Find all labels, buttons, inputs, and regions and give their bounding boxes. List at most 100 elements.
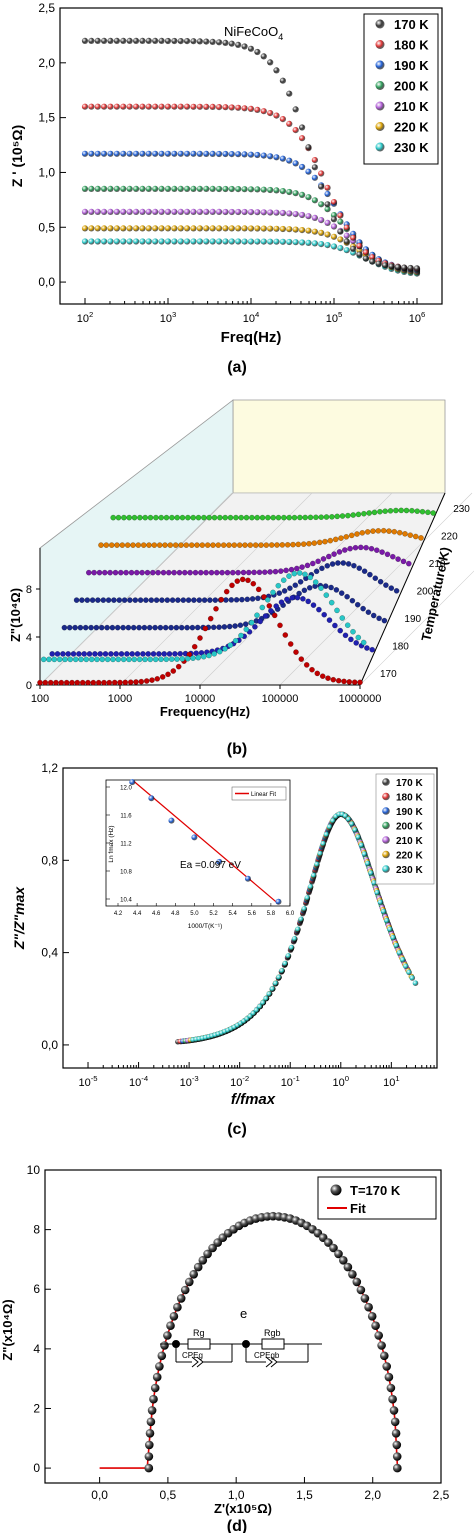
inset-data-point — [191, 834, 198, 841]
inset-x-tick-label: 4.2 — [114, 911, 123, 917]
curve-point-200 — [367, 571, 373, 578]
data-point-210 — [260, 209, 267, 216]
data-point-230 — [371, 880, 378, 886]
data-point-230 — [323, 831, 330, 838]
data-point-220 — [152, 225, 159, 232]
data-point-200 — [164, 185, 172, 192]
data-point-230 — [374, 889, 381, 896]
x-tick-label: 100 — [31, 693, 49, 705]
curve-point-170 — [85, 679, 91, 686]
curve-point-230 — [361, 510, 367, 517]
curve-point-220 — [402, 531, 408, 537]
curve-point-cyan — [57, 656, 63, 663]
data-point-180 — [267, 110, 274, 117]
curve-point-190 — [339, 590, 345, 596]
data-point-t170 — [384, 1372, 394, 1382]
curve-point-200 — [185, 597, 192, 603]
data-point-170 — [139, 37, 146, 45]
curve-point-220 — [103, 542, 110, 548]
curve-point-210 — [171, 569, 177, 576]
curve-point-210 — [379, 549, 385, 555]
x-tick-label: 102 — [77, 310, 94, 325]
data-point-190 — [107, 150, 114, 157]
curve-point-cyan — [302, 571, 308, 577]
data-point-230 — [88, 238, 95, 245]
data-point-170 — [407, 264, 414, 272]
curve-point-230 — [265, 514, 271, 521]
t-tick-label: 230 — [453, 504, 470, 515]
legend-label-190: 190 K — [394, 58, 429, 73]
data-point-180 — [133, 103, 140, 110]
curve-point-200 — [175, 597, 181, 603]
data-point-170 — [145, 37, 152, 45]
curve-point-220 — [290, 541, 296, 548]
data-point-180 — [171, 103, 178, 110]
curve-point-200 — [239, 596, 245, 603]
curve-point-210 — [187, 569, 193, 576]
data-point-230 — [368, 870, 374, 876]
data-point-170 — [254, 48, 261, 56]
data-point-220 — [222, 225, 229, 232]
curve-point-170 — [133, 679, 139, 685]
inset-data-point — [168, 817, 175, 824]
curve-point-230 — [158, 514, 164, 521]
curve-point-230 — [142, 514, 148, 521]
data-point-200 — [177, 185, 184, 192]
cpe-gb — [265, 1356, 273, 1368]
curve-point-170 — [336, 678, 342, 684]
data-point-180 — [273, 112, 280, 119]
curve-point-200 — [79, 597, 85, 603]
curve-point-220 — [194, 542, 200, 548]
data-point-200 — [88, 185, 95, 192]
data-point-190 — [145, 150, 152, 157]
data-point-170 — [401, 264, 408, 271]
curve-point-230 — [153, 514, 159, 521]
curve-point-210 — [128, 569, 135, 576]
curve-point-cyan — [126, 656, 132, 663]
curve-point-210 — [363, 544, 369, 551]
data-point-210 — [139, 208, 146, 215]
data-point-230 — [177, 238, 184, 245]
x-tick-label: 10-5 — [78, 1074, 97, 1089]
curve-point-170 — [245, 577, 251, 583]
curve-point-230 — [371, 509, 378, 516]
data-point-210 — [241, 208, 248, 216]
curve-point-220 — [188, 542, 195, 548]
curve-point-170 — [314, 670, 320, 677]
data-point-190 — [184, 150, 191, 157]
data-point-170 — [209, 38, 216, 46]
data-point-220 — [279, 225, 286, 233]
data-point-t170 — [203, 1249, 212, 1259]
data-point-230 — [326, 824, 333, 830]
panel-d-axes: 0 2 4 6 8 10 0,0 0,5 1,0 1,5 2,0 2,5 — [27, 1163, 450, 1502]
curve-point-190 — [72, 624, 78, 631]
data-point-230 — [184, 238, 191, 245]
curve-point-220 — [98, 542, 104, 548]
data-point-170 — [324, 201, 331, 208]
data-point-190 — [171, 150, 178, 157]
curve-point-190 — [61, 624, 68, 631]
curve-point-190 — [93, 624, 100, 631]
data-point-t170 — [152, 1372, 162, 1382]
curve-point-cyan — [361, 639, 367, 646]
data-point-190 — [177, 150, 184, 157]
legend-marker-190 — [382, 807, 390, 815]
curve-point-190 — [365, 609, 372, 615]
data-point-190 — [164, 150, 172, 157]
data-point-190 — [286, 157, 293, 164]
data-point-230 — [257, 1003, 263, 1010]
circuit-label-rg: Rg — [193, 1328, 205, 1338]
curve-point-cyan — [297, 570, 303, 576]
curve-point-190 — [307, 585, 313, 591]
data-point-230 — [318, 241, 325, 248]
curve-point-230 — [393, 507, 399, 514]
curve-point-220 — [375, 528, 381, 534]
curve-point-190 — [162, 624, 169, 631]
data-point-230 — [209, 238, 216, 245]
curve-point-220 — [156, 542, 163, 548]
curve-point-170 — [229, 582, 235, 588]
data-point-180 — [184, 103, 191, 110]
curve-point-170 — [352, 679, 358, 685]
curve-point-220 — [226, 542, 232, 548]
panel-d-legend-box — [317, 1176, 437, 1220]
